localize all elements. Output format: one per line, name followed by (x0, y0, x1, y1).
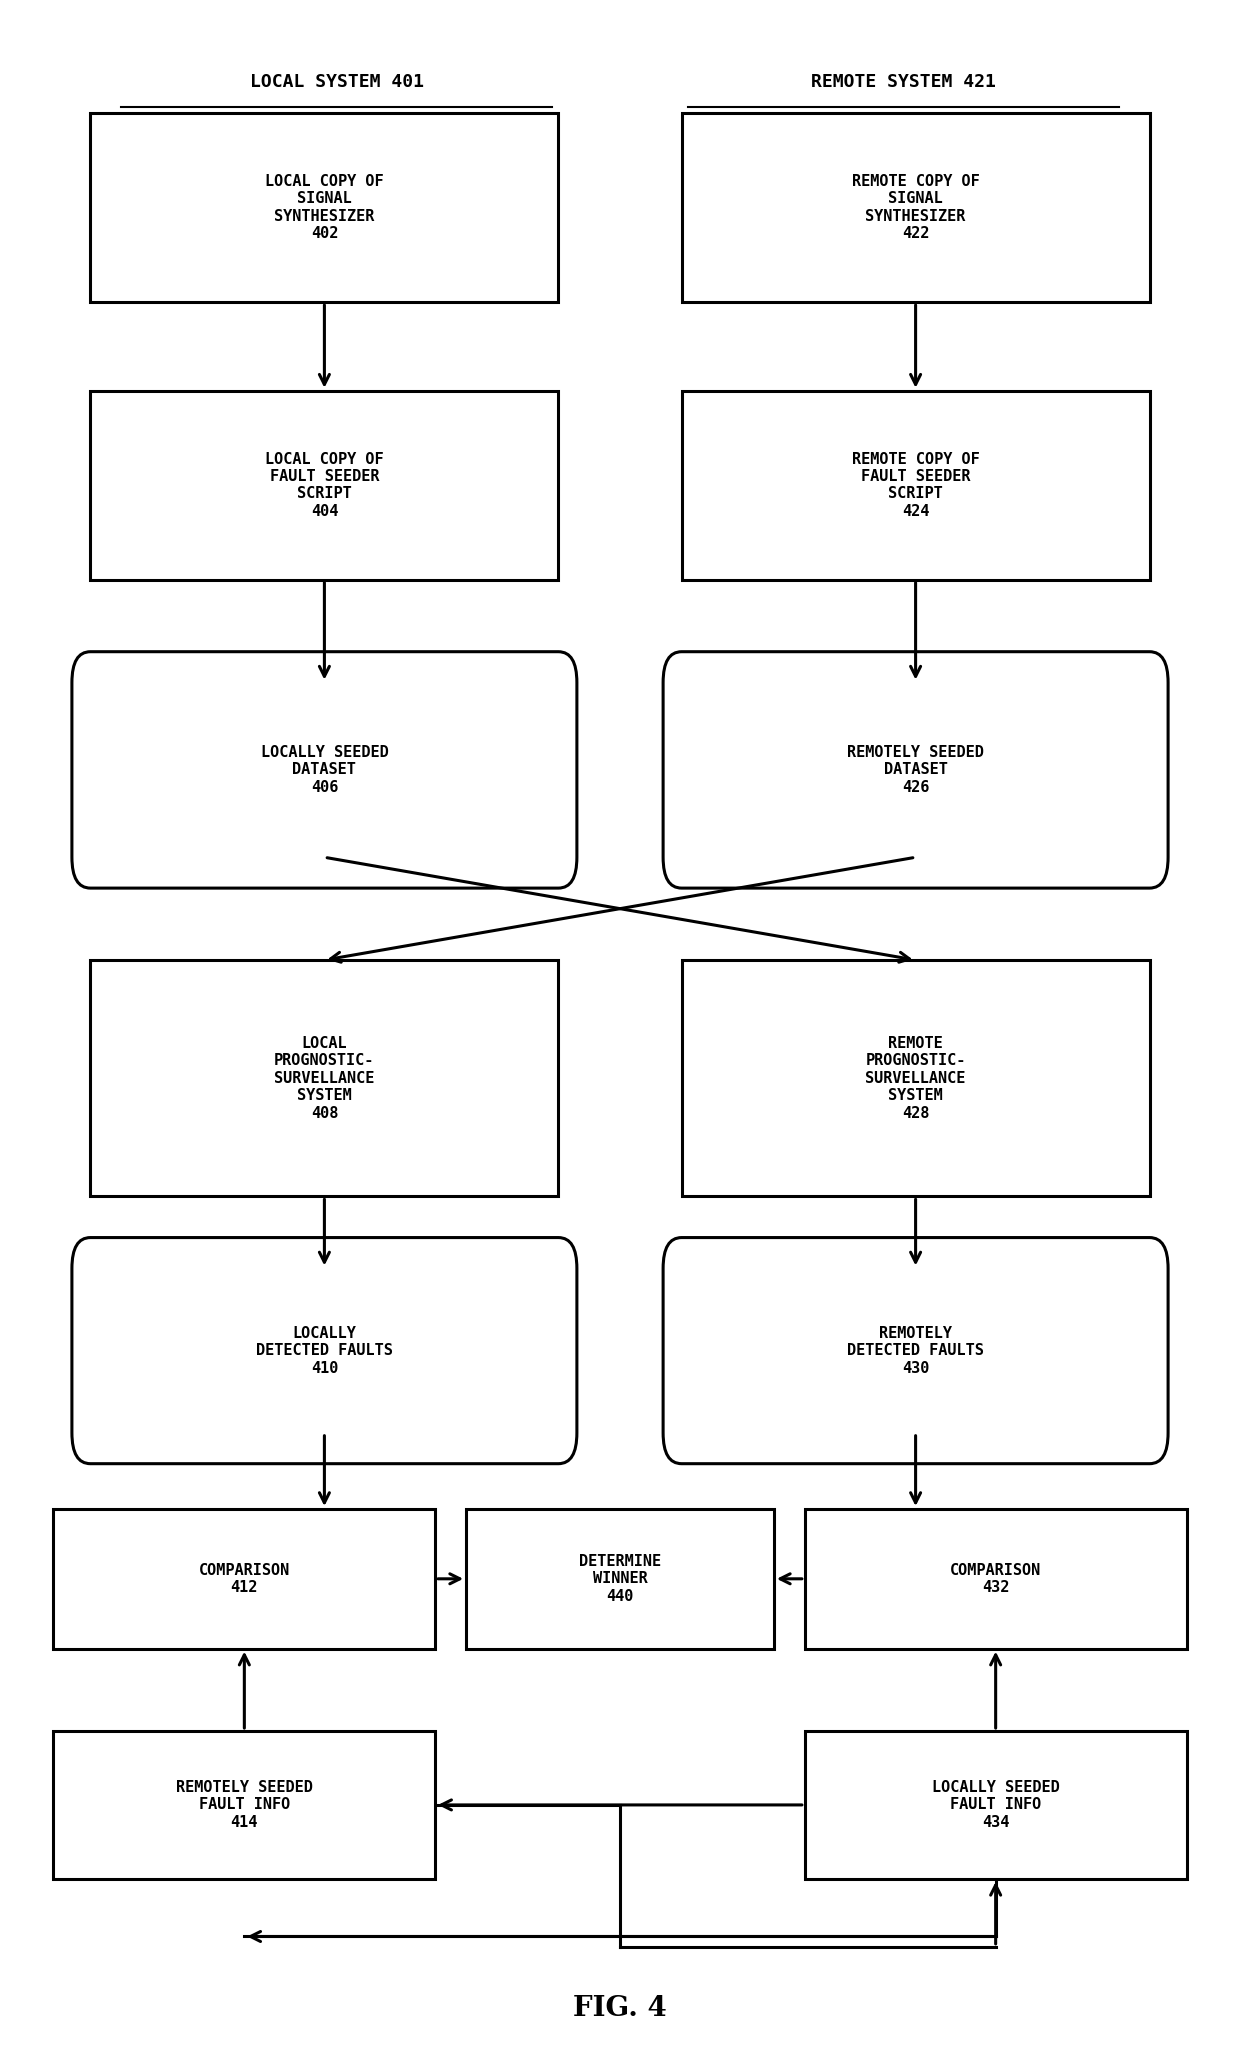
Text: REMOTELY
DETECTED FAULTS
430: REMOTELY DETECTED FAULTS 430 (847, 1325, 985, 1375)
Text: LOCAL SYSTEM 401: LOCAL SYSTEM 401 (249, 74, 424, 91)
Text: LOCAL
PROGNOSTIC-
SURVELLANCE
SYSTEM
408: LOCAL PROGNOSTIC- SURVELLANCE SYSTEM 408 (274, 1036, 374, 1121)
Text: COMPARISON
432: COMPARISON 432 (950, 1562, 1042, 1595)
Text: REMOTE SYSTEM 421: REMOTE SYSTEM 421 (811, 74, 996, 91)
FancyBboxPatch shape (91, 114, 558, 301)
FancyBboxPatch shape (72, 652, 577, 888)
Text: REMOTELY SEEDED
DATASET
426: REMOTELY SEEDED DATASET 426 (847, 745, 985, 795)
FancyBboxPatch shape (53, 1509, 435, 1649)
FancyBboxPatch shape (91, 390, 558, 580)
Text: REMOTE COPY OF
FAULT SEEDER
SCRIPT
424: REMOTE COPY OF FAULT SEEDER SCRIPT 424 (852, 452, 980, 518)
FancyBboxPatch shape (466, 1509, 774, 1649)
Text: REMOTELY SEEDED
FAULT INFO
414: REMOTELY SEEDED FAULT INFO 414 (176, 1779, 312, 1831)
FancyBboxPatch shape (72, 1238, 577, 1463)
Text: COMPARISON
412: COMPARISON 412 (198, 1562, 290, 1595)
FancyBboxPatch shape (805, 1732, 1187, 1878)
FancyBboxPatch shape (682, 960, 1149, 1197)
FancyBboxPatch shape (91, 960, 558, 1197)
Text: DETERMINE
WINNER
440: DETERMINE WINNER 440 (579, 1554, 661, 1604)
FancyBboxPatch shape (682, 114, 1149, 301)
Text: LOCALLY SEEDED
DATASET
406: LOCALLY SEEDED DATASET 406 (260, 745, 388, 795)
Text: LOCALLY SEEDED
FAULT INFO
434: LOCALLY SEEDED FAULT INFO 434 (931, 1779, 1059, 1831)
Text: LOCALLY
DETECTED FAULTS
410: LOCALLY DETECTED FAULTS 410 (255, 1325, 393, 1375)
FancyBboxPatch shape (663, 1238, 1168, 1463)
FancyBboxPatch shape (682, 390, 1149, 580)
FancyBboxPatch shape (805, 1509, 1187, 1649)
Text: LOCAL COPY OF
SIGNAL
SYNTHESIZER
402: LOCAL COPY OF SIGNAL SYNTHESIZER 402 (265, 173, 383, 241)
Text: FIG. 4: FIG. 4 (573, 1996, 667, 2023)
FancyBboxPatch shape (53, 1732, 435, 1878)
Text: REMOTE COPY OF
SIGNAL
SYNTHESIZER
422: REMOTE COPY OF SIGNAL SYNTHESIZER 422 (852, 173, 980, 241)
Text: LOCAL COPY OF
FAULT SEEDER
SCRIPT
404: LOCAL COPY OF FAULT SEEDER SCRIPT 404 (265, 452, 383, 518)
FancyBboxPatch shape (663, 652, 1168, 888)
Text: REMOTE
PROGNOSTIC-
SURVELLANCE
SYSTEM
428: REMOTE PROGNOSTIC- SURVELLANCE SYSTEM 42… (866, 1036, 966, 1121)
